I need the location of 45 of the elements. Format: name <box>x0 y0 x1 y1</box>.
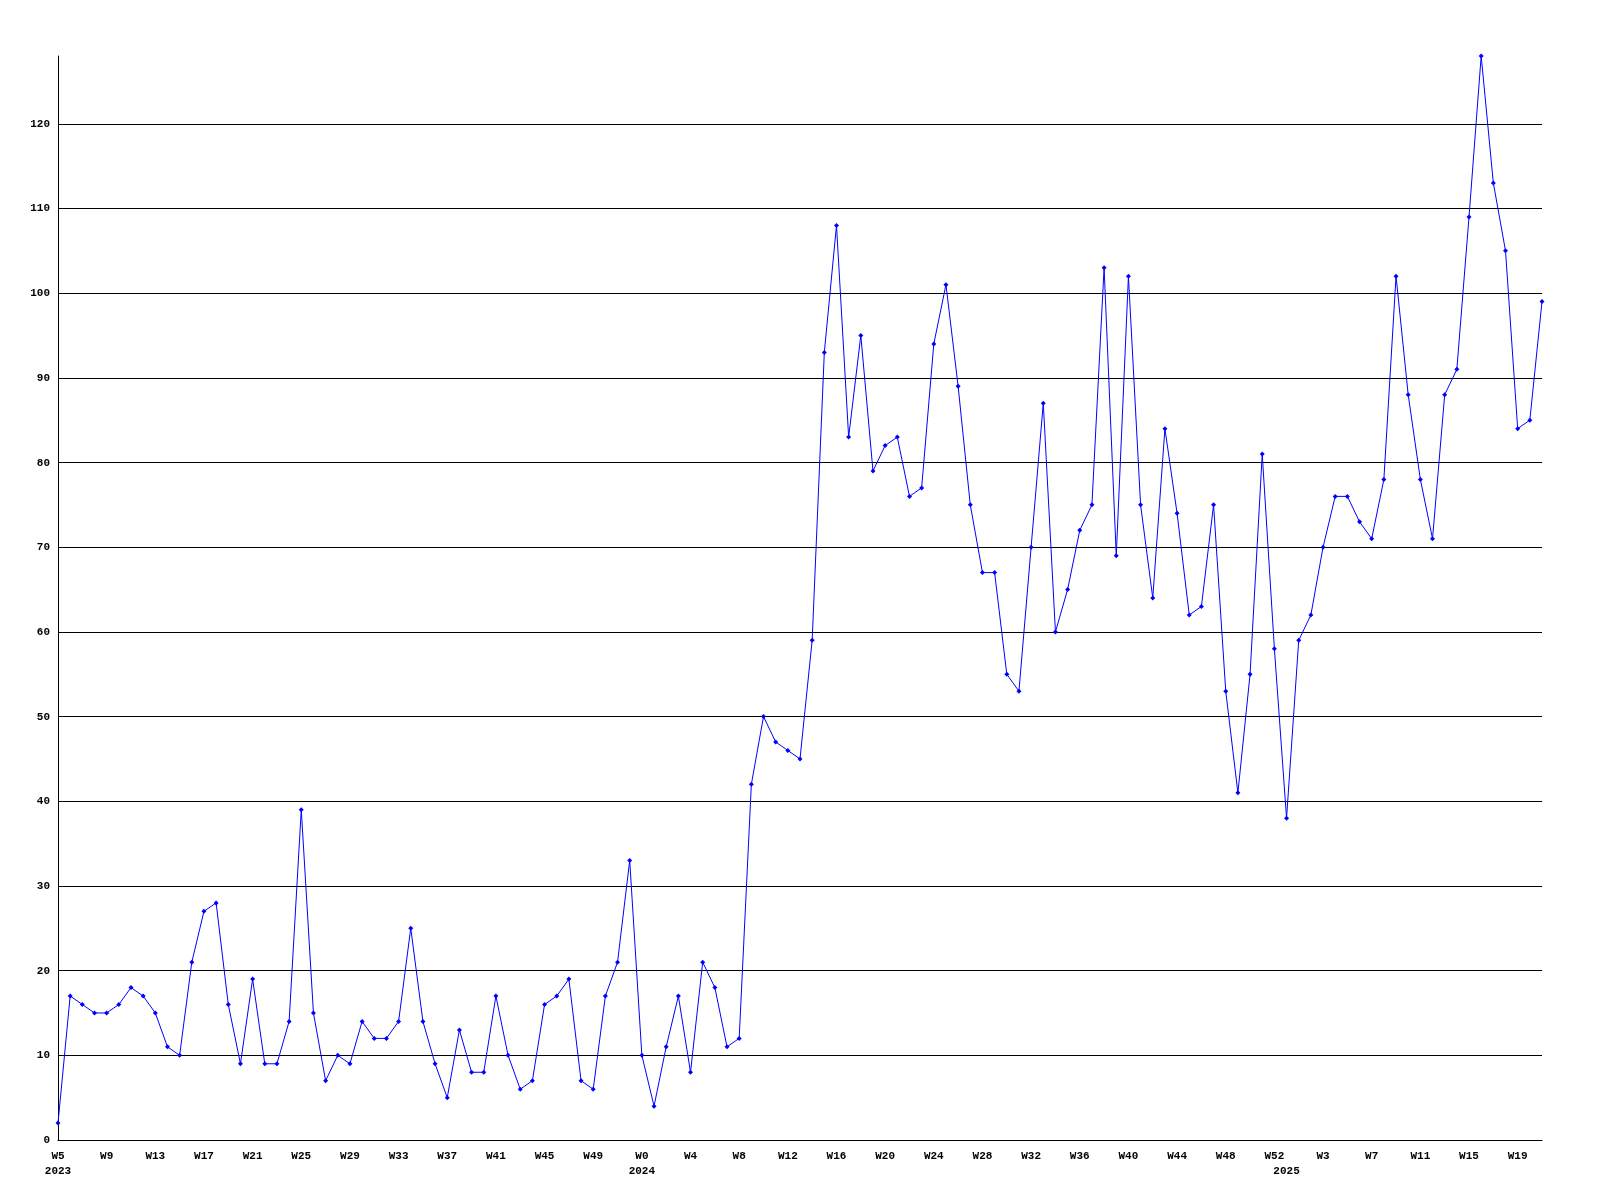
x-tick-label: W40 <box>1118 1149 1139 1162</box>
x-tick-label: W13 <box>145 1149 166 1162</box>
x-tick-label: W17 <box>194 1149 214 1162</box>
y-tick-label: 10 <box>36 1049 50 1062</box>
x-tick-label: W4 <box>683 1149 698 1162</box>
y-tick-label: 50 <box>36 710 50 723</box>
x-tick-label: W7 <box>1365 1149 1379 1162</box>
x-tick-label: W33 <box>388 1149 409 1162</box>
x-tick-label: W8 <box>732 1149 747 1162</box>
x-tick-label: W44 <box>1167 1149 1188 1162</box>
x-tick-label: W11 <box>1410 1149 1431 1162</box>
y-tick-label: 90 <box>36 371 50 384</box>
x-tick-label: W16 <box>826 1149 847 1162</box>
y-tick-label: 0 <box>43 1134 50 1146</box>
x-tick-label: W24 <box>923 1149 945 1162</box>
x-tick-label: 2025 <box>1273 1164 1301 1177</box>
x-tick-label: W29 <box>340 1149 360 1162</box>
x-tick-label: W3 <box>1316 1149 1331 1162</box>
x-tick-label: W12 <box>777 1149 798 1162</box>
x-tick-label: W52 <box>1264 1149 1285 1162</box>
x-tick-label: W49 <box>583 1149 604 1162</box>
y-tick-label: 110 <box>30 202 50 215</box>
x-tick-label: W20 <box>875 1149 896 1162</box>
x-tick-label: W25 <box>291 1149 312 1162</box>
x-tick-label: W5 2023 <box>44 1149 72 1177</box>
x-tick-label: W45 <box>534 1149 555 1162</box>
y-tick-label: 70 <box>36 541 50 554</box>
y-tick-label: 120 <box>30 117 50 130</box>
x-tick-label: W41 <box>486 1149 507 1162</box>
x-tick-label: W19 <box>1507 1149 1528 1162</box>
y-tick-label: 40 <box>36 795 50 808</box>
x-tick-label: W15 <box>1459 1149 1480 1162</box>
x-tick-label: W9 <box>100 1149 114 1162</box>
x-tick-label: W21 <box>242 1149 263 1162</box>
x-tick-label: W32 <box>1021 1149 1042 1162</box>
y-tick-label: 20 <box>36 964 50 977</box>
x-tick-label: W28 <box>972 1149 993 1162</box>
x-tick-label: W48 <box>1215 1149 1237 1162</box>
x-tick-label: W37 <box>437 1149 458 1162</box>
y-tick-label: 30 <box>36 879 50 892</box>
x-tick-label: W0 2024 <box>628 1149 656 1177</box>
x-tick-label: W36 <box>1069 1149 1090 1162</box>
y-tick-label: 60 <box>36 625 50 638</box>
y-tick-label: 100 <box>30 287 50 300</box>
y-tick-label: 80 <box>36 456 50 469</box>
